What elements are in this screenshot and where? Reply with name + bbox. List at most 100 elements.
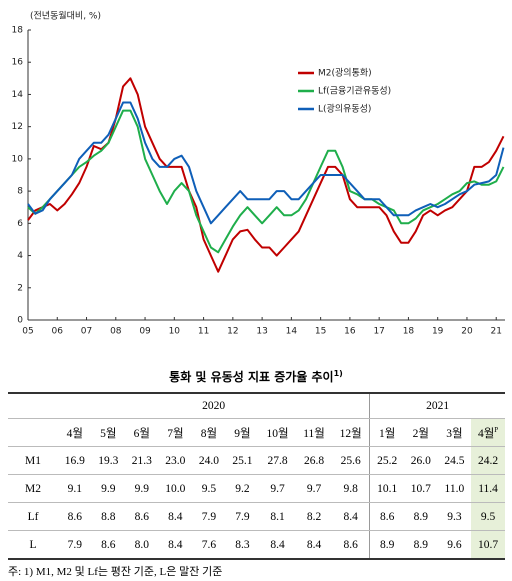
legend-label: L(광의유동성) — [318, 103, 371, 115]
value-cell: 25.6 — [332, 446, 370, 475]
value-cell: 7.6 — [192, 530, 226, 560]
value-cell: 10.7 — [471, 530, 505, 560]
value-cell: 7.9 — [225, 502, 260, 531]
month-label: 10월 — [266, 427, 289, 440]
value-cell: 10.7 — [404, 474, 438, 503]
month-cell: 12월 — [332, 418, 370, 447]
x-tick-label: 07 — [81, 327, 92, 337]
year-cell: 2020 — [58, 393, 370, 419]
year-cell: 2021 — [369, 393, 505, 419]
x-tick-label: 19 — [432, 327, 444, 337]
x-tick-label: 10 — [169, 327, 181, 337]
value-cell: 8.2 — [296, 502, 333, 531]
value-cell: 8.4 — [296, 530, 333, 560]
value-cell: 9.8 — [332, 474, 370, 503]
month-label: 5월 — [100, 427, 117, 440]
month-label: 7월 — [167, 427, 184, 440]
value-cell: 9.6 — [437, 530, 472, 560]
value-cell: 23.0 — [158, 446, 193, 475]
value-cell: 8.8 — [91, 502, 126, 531]
month-label: 1월 — [378, 427, 396, 440]
value-cell: 21.3 — [125, 446, 159, 475]
value-cell: 8.0 — [125, 530, 159, 560]
x-tick-label: 11 — [198, 327, 209, 337]
y-tick-label: 14 — [12, 90, 24, 100]
value-cell: 8.4 — [259, 530, 296, 560]
row-label: M2 — [8, 474, 58, 503]
value-cell: 8.6 — [332, 530, 370, 560]
value-cell: 8.4 — [158, 530, 193, 560]
value-cell: 9.3 — [437, 502, 472, 531]
data-row: Lf 8.6 8.8 8.6 8.4 7.9 7.9 8.1 8.2 8.4 8.6 8.9 9.3 9.… — [8, 502, 505, 531]
value-cell: 25.2 — [369, 446, 405, 475]
month-label: 11월 — [303, 427, 325, 440]
month-cell: 4월P — [471, 418, 505, 447]
month-label: 3월 — [446, 427, 463, 440]
y-tick-label: 12 — [12, 122, 23, 132]
y-tick-label: 4 — [17, 251, 23, 261]
y-tick-label: 2 — [17, 283, 23, 293]
y-tick-label: 8 — [17, 187, 23, 197]
data-row: L 7.9 8.6 8.0 8.4 7.6 8.3 8.4 8.4 8.6 8.9 8.9 9.6 10.… — [8, 530, 505, 560]
x-tick-label: 20 — [461, 327, 473, 337]
value-cell: 9.5 — [471, 502, 505, 531]
y-tick-label: 16 — [12, 58, 24, 68]
corner-cell — [8, 418, 58, 447]
value-cell: 8.9 — [404, 502, 438, 531]
value-cell: 10.0 — [158, 474, 193, 503]
value-cell: 10.1 — [369, 474, 405, 503]
value-cell: 8.6 — [125, 502, 159, 531]
month-cell: 5월 — [91, 418, 126, 447]
y-tick-label: 10 — [12, 154, 24, 164]
value-cell: 8.9 — [369, 530, 405, 560]
value-cell: 8.6 — [369, 502, 405, 531]
prelim-mark: P — [494, 425, 499, 434]
value-cell: 9.5 — [192, 474, 226, 503]
month-label: 8월 — [200, 427, 218, 440]
value-cell: 24.5 — [437, 446, 472, 475]
x-tick-label: 08 — [110, 327, 122, 337]
value-cell: 19.3 — [91, 446, 126, 475]
value-cell: 9.1 — [58, 474, 92, 503]
month-cell: 11월 — [296, 418, 333, 447]
x-tick-label: 05 — [22, 327, 33, 337]
x-tick-label: 18 — [403, 327, 415, 337]
month-cell: 2월 — [404, 418, 438, 447]
title-text: 통화 및 유동성 지표 증가율 추이 — [169, 370, 334, 384]
row-label: L — [8, 530, 58, 560]
x-tick-label: 17 — [373, 327, 384, 337]
month-cell: 4월 — [58, 418, 92, 447]
value-cell: 8.6 — [91, 530, 126, 560]
value-cell: 9.9 — [125, 474, 159, 503]
value-cell: 9.7 — [296, 474, 333, 503]
value-cell: 27.8 — [259, 446, 296, 475]
y-axis-label: (전년동월대비, %) — [30, 10, 101, 22]
y-tick-label: 6 — [17, 219, 23, 229]
data-row: M2 9.1 9.9 9.9 10.0 9.5 9.2 9.7 9.7 9.8 10.1 10.7 11… — [8, 474, 505, 503]
month-cell: 8월 — [192, 418, 226, 447]
value-cell: 7.9 — [58, 530, 92, 560]
value-cell: 9.2 — [225, 474, 260, 503]
month-cell: 1월 — [369, 418, 405, 447]
x-tick-label: 16 — [344, 327, 356, 337]
legend-label: Lf(금융기관유동성) — [318, 86, 391, 97]
month-cell: 3월 — [437, 418, 472, 447]
value-cell: 24.2 — [471, 446, 505, 475]
title-note: 1) — [333, 369, 343, 378]
value-cell: 16.9 — [58, 446, 92, 475]
value-cell: 26.0 — [404, 446, 438, 475]
month-cell: 7월 — [158, 418, 193, 447]
series-line — [27, 109, 505, 254]
value-cell: 8.6 — [58, 502, 92, 531]
month-row: 4월 5월 6월 7월 8월 9월 10월 11월 12월 1월 2월 3월 4월P — [8, 418, 505, 447]
month-label: 4월 — [66, 427, 83, 440]
x-tick-label: 06 — [52, 327, 64, 337]
row-label: Lf — [8, 502, 58, 531]
value-cell: 11.0 — [437, 474, 472, 503]
value-cell: 7.9 — [192, 502, 226, 531]
value-cell: 8.3 — [225, 530, 260, 560]
value-cell: 8.9 — [404, 530, 438, 560]
y-tick-label: 0 — [17, 316, 23, 326]
value-cell: 24.0 — [192, 446, 226, 475]
